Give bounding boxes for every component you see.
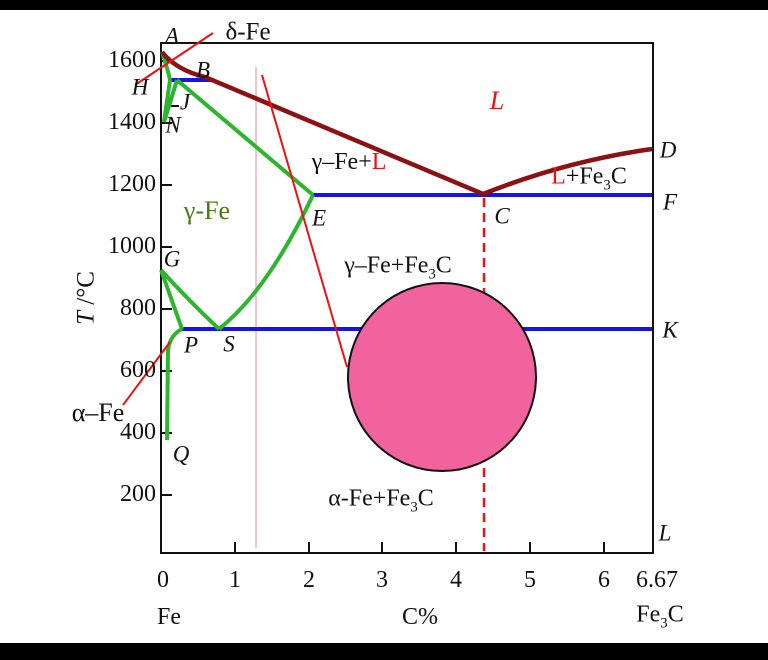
liquidus-line-ABCD — [160, 50, 653, 197]
top-black-bar — [0, 0, 768, 10]
point-label-N: N — [165, 112, 181, 138]
point-label-Q: Q — [172, 441, 190, 467]
region-label-delta-fe: δ-Fe — [225, 18, 271, 46]
point-label-G: G — [163, 246, 181, 272]
plot-border — [160, 42, 654, 554]
alpha-fe-pointer-line — [122, 341, 171, 406]
point-label-F: F — [662, 189, 678, 215]
region-label-gamma-fe: γ-Fe — [183, 196, 231, 225]
y-tick-1400: 1400 — [108, 109, 156, 135]
point-label-A: A — [164, 23, 180, 49]
point-label-L: L — [658, 520, 672, 546]
point-label-D: D — [659, 137, 677, 163]
y-tick-600: 600 — [120, 357, 156, 383]
x-axis-label-fe3c: Fe3C — [636, 601, 684, 632]
highlight-circle — [347, 282, 537, 472]
y-axis-title: T /°C — [72, 271, 100, 325]
x-axis-label-cpct: C% — [402, 604, 438, 630]
region-label-alpha-fe: α–Fe — [71, 398, 125, 427]
x-tick-5: 5 — [524, 567, 536, 593]
region-label-gamma-fe-plus-fe3c: γ–Fe+Fe3C — [344, 252, 452, 283]
point-label-J: J — [179, 89, 191, 115]
region-label-gamma-fe-plus-l: γ–Fe+L — [311, 149, 387, 175]
y-tick-1200: 1200 — [108, 171, 156, 197]
region-label-l-plus-fe3c: L+Fe3C — [551, 163, 627, 194]
y-tick-1600: 1600 — [108, 47, 156, 73]
line-G-S — [159, 268, 221, 331]
point-label-K: K — [662, 317, 678, 343]
delta-fe-pointer-line — [134, 32, 214, 86]
line-P-Q — [165, 327, 183, 441]
line-J-N — [162, 79, 179, 123]
point-label-P: P — [183, 332, 199, 358]
line-G-P — [159, 269, 184, 330]
region-label-liquid: L — [489, 86, 505, 115]
x-tick-0: 0 — [157, 567, 169, 593]
x-tick-1: 1 — [229, 567, 241, 593]
point-label-C: C — [494, 203, 510, 229]
x-tick-3: 3 — [376, 567, 388, 593]
y-tick-800: 800 — [120, 295, 156, 321]
y-tick-200: 200 — [120, 481, 156, 507]
x-axis-ticks — [234, 542, 605, 553]
y-tick-1000: 1000 — [108, 233, 156, 259]
long-annotation-line — [261, 74, 348, 368]
x-axis-label-fe: Fe — [157, 604, 181, 630]
region-label-alpha-fe-plus-fe3c: α-Fe+Fe3C — [328, 485, 434, 516]
point-label-B: B — [195, 57, 211, 83]
bottom-black-bar — [0, 643, 768, 660]
y-tick-400: 400 — [120, 419, 156, 445]
x-tick-2: 2 — [303, 567, 315, 593]
x-tick-4: 4 — [450, 567, 462, 593]
point-label-E: E — [311, 205, 327, 231]
x-tick-6: 6 — [598, 567, 610, 593]
x-tick-667: 6.67 — [636, 567, 678, 593]
line-S-E-acm — [217, 194, 315, 331]
point-label-H: H — [131, 74, 149, 100]
point-label-S: S — [223, 331, 235, 357]
